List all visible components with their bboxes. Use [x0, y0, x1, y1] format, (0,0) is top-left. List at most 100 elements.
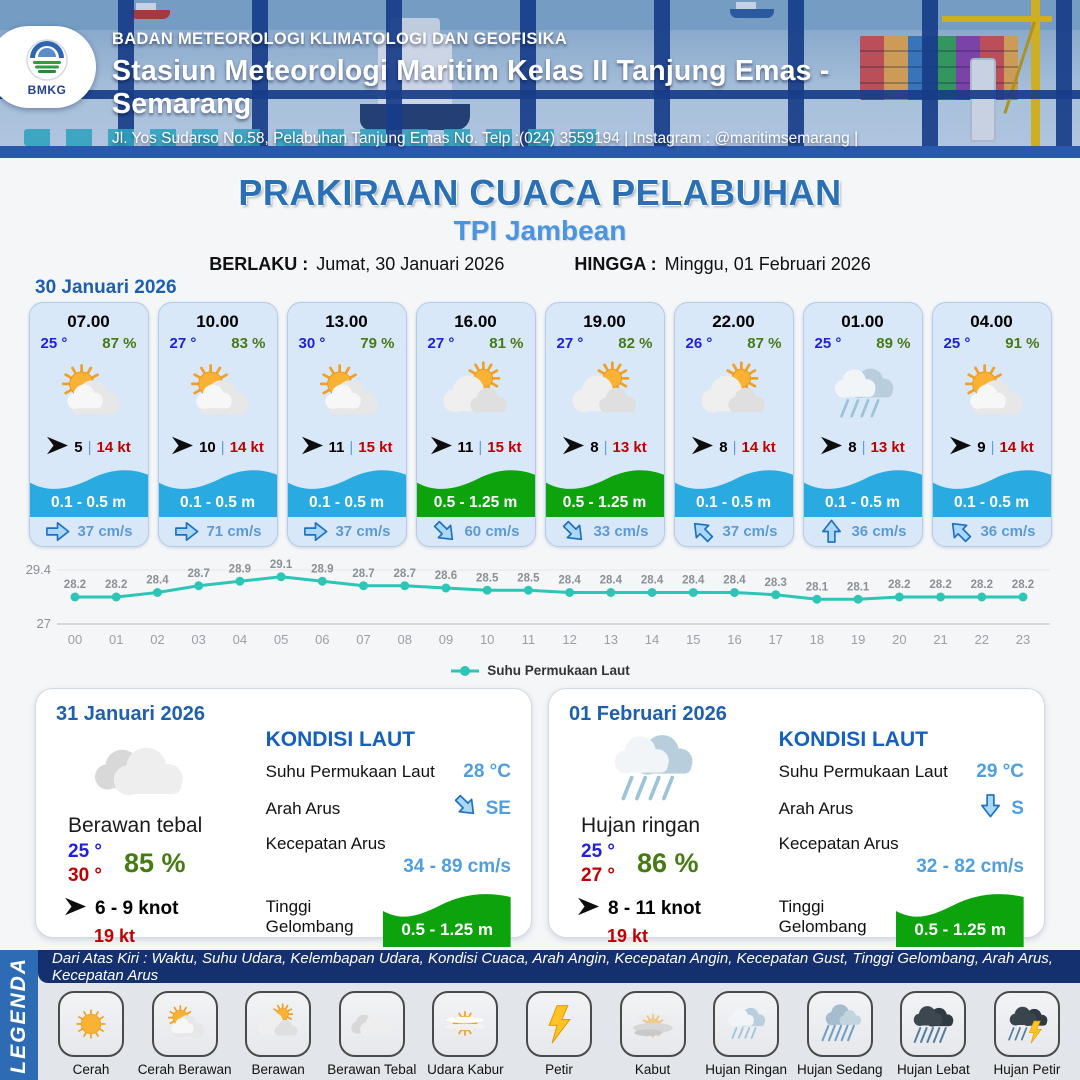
wave-height-band: 0.1 - 0.5 m [29, 463, 148, 517]
wave-height-band: 0.1 - 0.5 m [932, 463, 1051, 517]
svg-text:19: 19 [851, 632, 865, 647]
hour-humidity: 89 % [876, 335, 911, 352]
wave-shape [674, 470, 793, 517]
current-direction-icon [173, 518, 200, 545]
legend-weather-icon [619, 991, 686, 1057]
hour-time: 16.00 [454, 312, 497, 331]
hour-time: 19.00 [583, 312, 626, 331]
weather-icon [804, 354, 922, 434]
svg-text:27: 27 [37, 616, 51, 631]
svg-text:28.5: 28.5 [476, 572, 499, 584]
wind-row: 8 | 13 kt [546, 434, 664, 460]
current-row: 36 cm/s [804, 517, 922, 546]
current-direction-label: Arah Arus [778, 798, 854, 818]
wave-height-label: Tinggi Gelombang [778, 897, 867, 936]
svg-text:00: 00 [68, 632, 82, 647]
temp-min: 25 ° [581, 841, 616, 862]
hourly-forecast-card: 01.00 25 ° 89 % 8 | 13 kt 0.1 - 0.5 m 36 [802, 302, 923, 547]
valid-to: HINGGA : Minggu, 01 Februari 2026 [574, 254, 870, 275]
legend-item-label: Hujan Sedang [796, 1062, 883, 1077]
wave-shape [416, 470, 535, 517]
daily-gust: 19 kt [607, 925, 649, 946]
legend-items-row: Cerah Cerah Berawan Berawan Bera [38, 983, 1080, 1080]
hour-humidity: 81 % [489, 335, 524, 352]
wind-direction-icon [562, 435, 585, 460]
svg-text:28.5: 28.5 [517, 572, 540, 584]
valid-from-label: BERLAKU : [209, 254, 309, 274]
valid-to-label: HINGGA : [574, 254, 657, 274]
svg-text:08: 08 [398, 632, 412, 647]
bmkg-logo-text: BMKG [27, 82, 67, 97]
wind-speed: 5 [74, 438, 83, 456]
sst-value: 28 °C [463, 761, 511, 782]
sst-chart-section: 29.4 27 28.2 00 28.2 01 28.4 02 28.7 03 28.9 04 29.1… [0, 554, 1080, 678]
weather-icon [546, 354, 664, 434]
wind-row: 8 | 14 kt [675, 434, 793, 460]
legend-item-label: Hujan Petir [993, 1062, 1061, 1077]
wind-gust-separator: | [220, 438, 225, 456]
wave-height-band: 0.1 - 0.5 m [674, 463, 793, 517]
wind-gust: 14 kt [229, 438, 264, 456]
sst-label: Suhu Permukaan Laut [265, 762, 435, 781]
legend-weather-icon [900, 991, 967, 1057]
current-direction-text: S [1011, 797, 1024, 819]
hour-temperature: 27 ° [169, 335, 197, 352]
wind-gust: 14 kt [741, 438, 776, 456]
daily-wind-row: 8 - 11 knot [577, 896, 765, 923]
legend-weather-icon [432, 991, 499, 1057]
legend-item-label: Udara Kabur [427, 1062, 504, 1077]
svg-text:28.4: 28.4 [682, 575, 705, 587]
svg-text:28.2: 28.2 [1012, 579, 1034, 591]
legend-weather-icon [58, 991, 124, 1057]
current-direction-icon [689, 518, 716, 545]
wave-shape [545, 470, 664, 517]
wind-direction-icon [820, 435, 843, 460]
temp-max: 27 ° [581, 864, 616, 886]
wind-speed: 11 [328, 438, 345, 456]
legend-weather-icon [993, 991, 1060, 1057]
wave-height-label: Tinggi Gelombang [265, 897, 354, 936]
temps-block: 25 ° 30 ° 85 % [68, 840, 252, 888]
daily-card-columns: Hujan ringan 25 ° 27 ° 86 % 8 - 11 knot … [569, 726, 1024, 947]
hour-temperature: 30 ° [298, 335, 326, 352]
wave-shape [158, 470, 277, 517]
svg-text:01: 01 [109, 632, 123, 647]
svg-text:28.2: 28.2 [888, 579, 910, 591]
current-speed-value: 32 - 82 cm/s [916, 856, 1024, 877]
wave-shape [383, 894, 511, 947]
hour-temperature: 27 ° [427, 335, 455, 352]
svg-text:28.3: 28.3 [765, 577, 787, 589]
svg-text:02: 02 [150, 632, 164, 647]
daily-weather-column: Berawan tebal 25 ° 30 ° 85 % 6 - 9 knot … [56, 726, 252, 947]
legend-weather-icon [151, 991, 218, 1057]
sea-condition-heading: KONDISI LAUT [265, 728, 415, 751]
current-direction-icon [452, 792, 479, 825]
wave-height-value: 0.1 - 0.5 m [954, 494, 1029, 511]
wind-gust: 13 kt [612, 438, 647, 456]
hour-humidity: 79 % [360, 335, 395, 352]
wind-row: 10 | 14 kt [159, 434, 277, 460]
wave-height-value: 0.1 - 0.5 m [51, 494, 126, 511]
hourly-forecast-card: 13.00 30 ° 79 % 11 | 15 kt 0.1 - 0.5 m 3… [286, 302, 407, 547]
svg-text:28.4: 28.4 [600, 575, 623, 587]
wave-height-value: 0.1 - 0.5 m [696, 494, 771, 511]
daily-forecast-row: 31 Januari 2026 Berawan tebal 25 ° 30 ° … [35, 688, 1045, 947]
current-direction-row: Arah Arus S [779, 792, 1024, 825]
wave-height-value: 0.1 - 0.5 m [180, 494, 255, 511]
daily-forecast-card: 01 Februari 2026 Hujan ringan 25 ° 27 ° … [548, 688, 1045, 947]
wind-speed: 10 [199, 438, 216, 456]
svg-text:20: 20 [892, 632, 906, 647]
hour-time: 13.00 [325, 312, 368, 331]
legend-item: Cerah Berawan [138, 991, 232, 1080]
svg-text:03: 03 [191, 632, 205, 647]
sst-row: Suhu Permukaan Laut 29 °C [779, 761, 1024, 783]
weather-icon [30, 354, 148, 434]
daily-wind-row: 6 - 9 knot [64, 896, 252, 923]
legend-item: Hujan Ringan [705, 991, 787, 1080]
temp-humidity-row: 27 ° 82 % [546, 332, 664, 352]
waiting-seats-deco [24, 129, 610, 146]
svg-text:10: 10 [480, 632, 494, 647]
header-banner: BMKG BADAN METEOROLOGI KLIMATOLOGI DAN G… [0, 0, 1080, 158]
wind-speed: 8 [848, 438, 857, 456]
temp-min-max: 25 ° 27 ° [581, 840, 615, 888]
